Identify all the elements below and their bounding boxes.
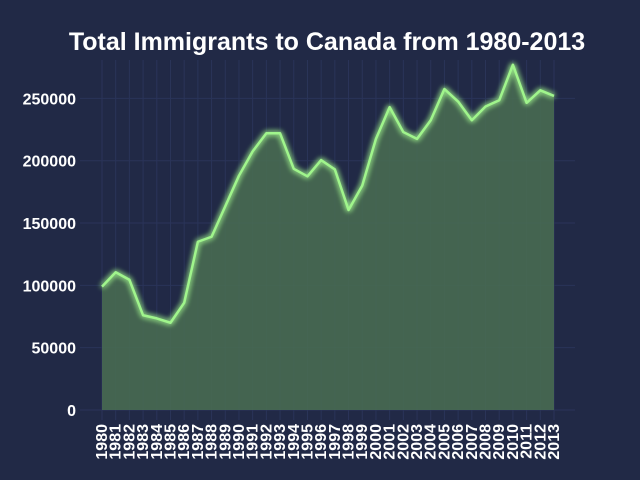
x-tick-label: 1994 <box>286 424 303 460</box>
data-point-1995 <box>306 175 308 177</box>
x-tick-label: 2005 <box>436 424 453 460</box>
series-line <box>101 63 555 325</box>
y-axis-ticks: 0 50000 100000 150000 200000 250000 <box>23 91 76 420</box>
data-point-1998 <box>348 209 350 211</box>
x-axis-ticks: 1980198119821983198419851986198719881989… <box>94 424 563 460</box>
data-point-2007 <box>471 119 473 121</box>
y-tick-label: 50000 <box>32 341 77 358</box>
area-fill <box>102 64 554 410</box>
x-tick-label: 1989 <box>217 424 234 460</box>
x-tick-label: 1988 <box>204 424 221 460</box>
data-point-2010 <box>512 64 514 66</box>
data-point-2011 <box>526 102 528 104</box>
data-point-2004 <box>430 119 432 121</box>
y-tick-label: 0 <box>67 403 76 420</box>
data-point-1984 <box>156 317 158 319</box>
x-tick-label: 1997 <box>327 424 344 460</box>
data-point-1989 <box>224 205 226 207</box>
series-polyline <box>101 63 555 325</box>
data-point-2001 <box>389 106 391 108</box>
data-point-1980 <box>101 286 103 288</box>
x-tick-label: 2010 <box>505 424 522 460</box>
x-tick-label: 1983 <box>135 424 152 460</box>
data-point-1994 <box>293 168 295 170</box>
data-point-1981 <box>115 271 117 273</box>
data-point-1983 <box>142 314 144 316</box>
data-point-2012 <box>539 89 541 91</box>
x-tick-label: 2000 <box>368 424 385 460</box>
y-tick-label: 250000 <box>23 91 76 108</box>
x-tick-label: 2003 <box>409 424 426 460</box>
x-tick-label: 1993 <box>272 424 289 460</box>
data-point-2008 <box>485 106 487 108</box>
data-point-2009 <box>498 99 500 101</box>
data-point-1992 <box>265 132 267 134</box>
x-tick-label: 1987 <box>190 424 207 460</box>
x-tick-label: 1986 <box>176 424 193 460</box>
y-tick-label: 150000 <box>23 216 76 233</box>
x-tick-label: 1996 <box>313 424 330 460</box>
x-tick-label: 1999 <box>354 424 371 460</box>
data-point-1993 <box>279 132 281 134</box>
data-point-1996 <box>320 159 322 161</box>
data-point-2013 <box>553 95 555 97</box>
x-tick-label: 2013 <box>546 424 563 460</box>
x-tick-label: 2009 <box>491 424 508 460</box>
x-tick-label: 2001 <box>382 424 399 460</box>
data-point-1986 <box>183 302 185 304</box>
x-tick-label: 1995 <box>299 424 316 460</box>
x-tick-label: 2006 <box>450 424 467 460</box>
data-point-1987 <box>197 241 199 243</box>
chart-title: Total Immigrants to Canada from 1980-201… <box>69 28 585 56</box>
x-tick-label: 1982 <box>121 424 138 460</box>
x-tick-label: 1990 <box>231 424 248 460</box>
x-tick-label: 2002 <box>395 424 412 460</box>
data-point-2003 <box>416 138 418 140</box>
x-tick-label: 1984 <box>149 424 166 460</box>
data-point-1988 <box>211 236 213 238</box>
x-tick-label: 1980 <box>94 424 111 460</box>
x-tick-label: 1985 <box>162 424 179 460</box>
x-tick-label: 1992 <box>258 424 275 460</box>
data-point-1990 <box>238 175 240 177</box>
x-tick-label: 1981 <box>108 424 125 460</box>
x-tick-label: 2004 <box>423 424 440 460</box>
data-point-1991 <box>252 150 254 152</box>
y-tick-label: 100000 <box>23 278 76 295</box>
data-point-1985 <box>169 322 171 324</box>
x-tick-label: 2011 <box>519 424 536 459</box>
data-point-2000 <box>375 138 377 140</box>
area-polygon <box>102 64 554 410</box>
data-point-2002 <box>402 131 404 133</box>
y-tick-label: 200000 <box>23 154 76 171</box>
data-point-1982 <box>128 279 130 281</box>
x-tick-label: 1991 <box>245 424 262 460</box>
data-point-2005 <box>443 88 445 90</box>
x-tick-label: 2008 <box>478 424 495 460</box>
x-tick-label: 2007 <box>464 424 481 460</box>
data-point-1997 <box>334 168 336 170</box>
data-point-1999 <box>361 185 363 187</box>
x-tick-label: 2012 <box>532 424 549 460</box>
data-point-2006 <box>457 101 459 103</box>
x-tick-label: 1998 <box>341 424 358 460</box>
